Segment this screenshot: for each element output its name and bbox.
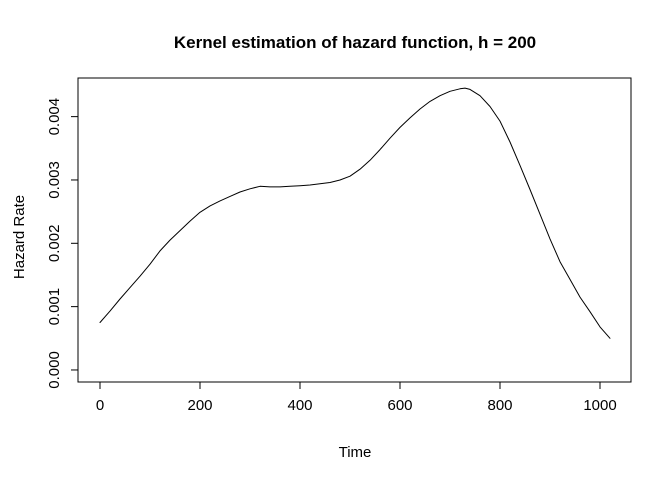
y-tick-label: 0.000 bbox=[46, 351, 63, 389]
x-tick-label: 400 bbox=[287, 397, 312, 414]
chart-title: Kernel estimation of hazard function, h … bbox=[174, 33, 536, 52]
y-axis: 0.000 0.001 0.002 0.003 0.004 bbox=[46, 98, 78, 389]
x-tick-label: 800 bbox=[487, 397, 512, 414]
x-tick-label: 600 bbox=[387, 397, 412, 414]
y-tick-label: 0.002 bbox=[46, 225, 63, 263]
y-axis-title: Hazard Rate bbox=[11, 195, 28, 279]
x-tick-label: 200 bbox=[187, 397, 212, 414]
x-axis: 0 200 400 600 800 1000 bbox=[96, 382, 617, 414]
y-tick-label: 0.003 bbox=[46, 161, 63, 199]
x-tick-label: 1000 bbox=[583, 397, 616, 414]
hazard-estimate-curve bbox=[99, 87, 611, 339]
y-tick-label: 0.004 bbox=[46, 98, 63, 136]
plot-border-box bbox=[77, 77, 632, 383]
y-tick-label: 0.001 bbox=[46, 288, 63, 326]
x-tick-label: 0 bbox=[96, 397, 104, 414]
x-axis-title: Time bbox=[339, 444, 372, 461]
